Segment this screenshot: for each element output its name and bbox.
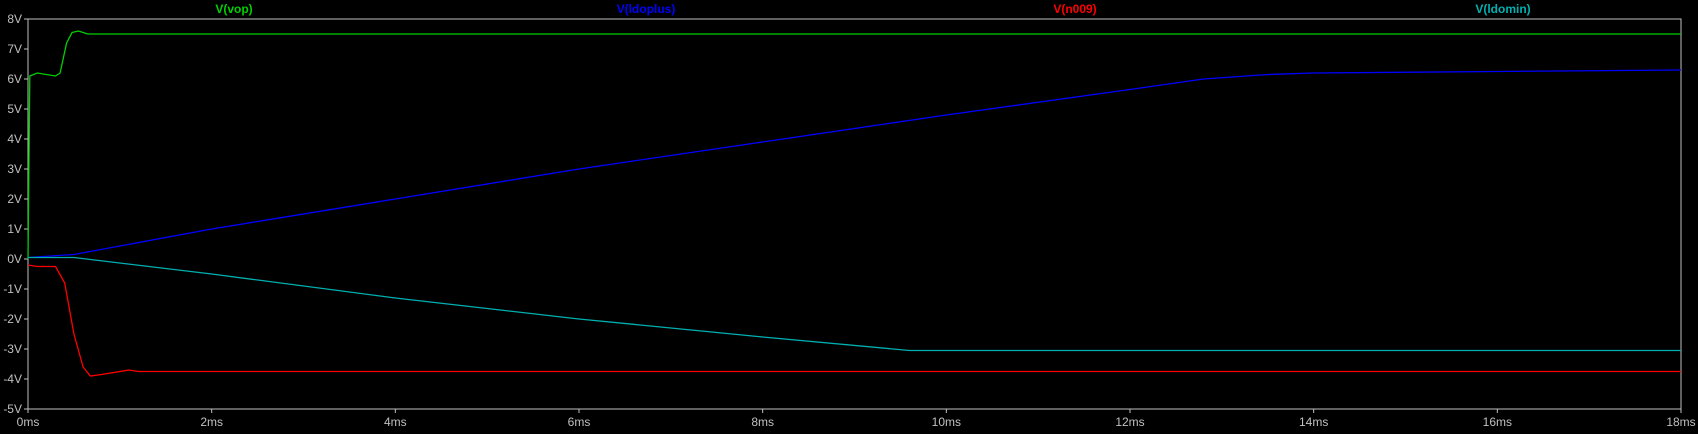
y-tick-label: -3V xyxy=(3,342,22,356)
x-tick-label: 10ms xyxy=(932,415,961,429)
y-tick-label: -4V xyxy=(3,372,22,386)
y-tick-label: -1V xyxy=(3,282,22,296)
y-tick-label: -5V xyxy=(3,402,22,416)
y-tick-label: -2V xyxy=(3,312,22,326)
legend-entry[interactable]: V(vop) xyxy=(215,2,252,16)
x-tick-label: 0ms xyxy=(17,415,40,429)
trace-line[interactable] xyxy=(28,256,1681,352)
y-tick-label: 8V xyxy=(7,12,22,26)
y-tick-label: 3V xyxy=(7,162,22,176)
y-tick-label: 7V xyxy=(7,42,22,56)
traces xyxy=(27,30,1682,377)
x-tick-label: 2ms xyxy=(200,415,223,429)
y-tick-label: 0V xyxy=(7,252,22,266)
y-tick-label: 1V xyxy=(7,222,22,236)
x-tick-label: 8ms xyxy=(751,415,774,429)
trace-line[interactable] xyxy=(27,69,1682,259)
y-tick-label: 4V xyxy=(7,132,22,146)
legend-entry[interactable]: V(ldomin) xyxy=(1475,2,1530,16)
x-tick-label: 12ms xyxy=(1115,415,1144,429)
y-tick-label: 6V xyxy=(7,72,22,86)
y-tick-label: 5V xyxy=(7,102,22,116)
x-tick-label: 6ms xyxy=(568,415,591,429)
trace-line[interactable] xyxy=(27,30,1681,260)
legend-entry[interactable]: V(n009) xyxy=(1053,2,1096,16)
x-axis: 0ms 2ms 4ms 6ms 8ms 10ms 12ms 14ms 16ms 18ms xyxy=(17,409,1696,429)
legend-entry[interactable]: V(ldoplus) xyxy=(617,2,676,16)
legend: V(vop) V(ldoplus) V(n009) V(ldomin) xyxy=(215,2,1530,16)
y-tick-label: 2V xyxy=(7,192,22,206)
x-tick-label: 16ms xyxy=(1483,415,1512,429)
x-tick-label: 14ms xyxy=(1299,415,1328,429)
x-tick-label: 4ms xyxy=(384,415,407,429)
y-axis: 8V 7V 6V 5V 4V 3V 2V 1V 0V -1V -2V -3V -4V -5V xyxy=(3,12,28,416)
x-tick-label: 18ms xyxy=(1666,415,1695,429)
trace-line[interactable] xyxy=(27,264,1681,377)
